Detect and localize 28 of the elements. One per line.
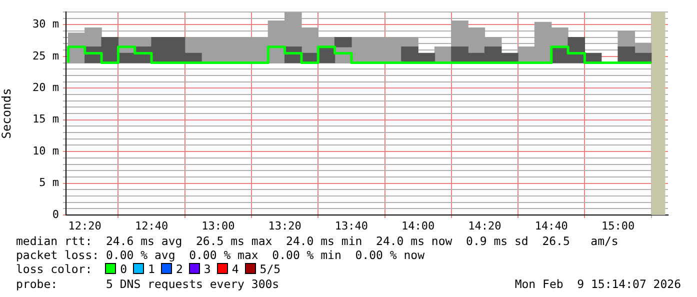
text: 0 [120,262,128,276]
x-tick-label: 15:00 [601,219,635,232]
x-tick-label: 13:40 [334,219,368,232]
x-tick-label: 14:40 [534,219,568,232]
text: 5/5 [260,262,281,276]
text: packet loss: 0.00 % avg 0.00 % max 0.00 % min 0.00 % now [16,248,424,262]
text: median rtt: 24.6 ms avg 26.5 ms max 24.0 ms min 24.0 ms now 0.9 ms sd 26.5 am/s [16,234,618,248]
y-tick-label: 10 m [32,144,60,158]
text: loss color: [16,262,94,276]
x-tick-label: 12:40 [134,219,168,232]
text: 1 [148,262,155,276]
y-tick-label: 20 m [32,80,60,94]
text: 2 [176,262,183,276]
text: probe: 5 DNS requests every 300s [16,277,280,291]
y-axis-title: Seconds [0,88,14,139]
x-tick-label: 14:20 [468,219,502,232]
text: 3 [204,262,211,276]
y-tick-label: 0 [52,208,59,221]
x-tick-label: 14:00 [402,219,435,232]
x-tick-label: 13:20 [268,219,302,232]
x-tick-label: 13:00 [202,219,235,232]
y-tick-label: 30 m [32,18,60,31]
x-tick-label: 12:20 [68,219,102,232]
y-tick-label: 25 m [32,49,60,62]
text: Mon Feb 9 15:14:07 2026 [514,277,681,291]
text: 4 [232,262,239,276]
y-tick-label: 15 m [32,112,60,126]
y-tick-label: 5 m [39,176,60,190]
